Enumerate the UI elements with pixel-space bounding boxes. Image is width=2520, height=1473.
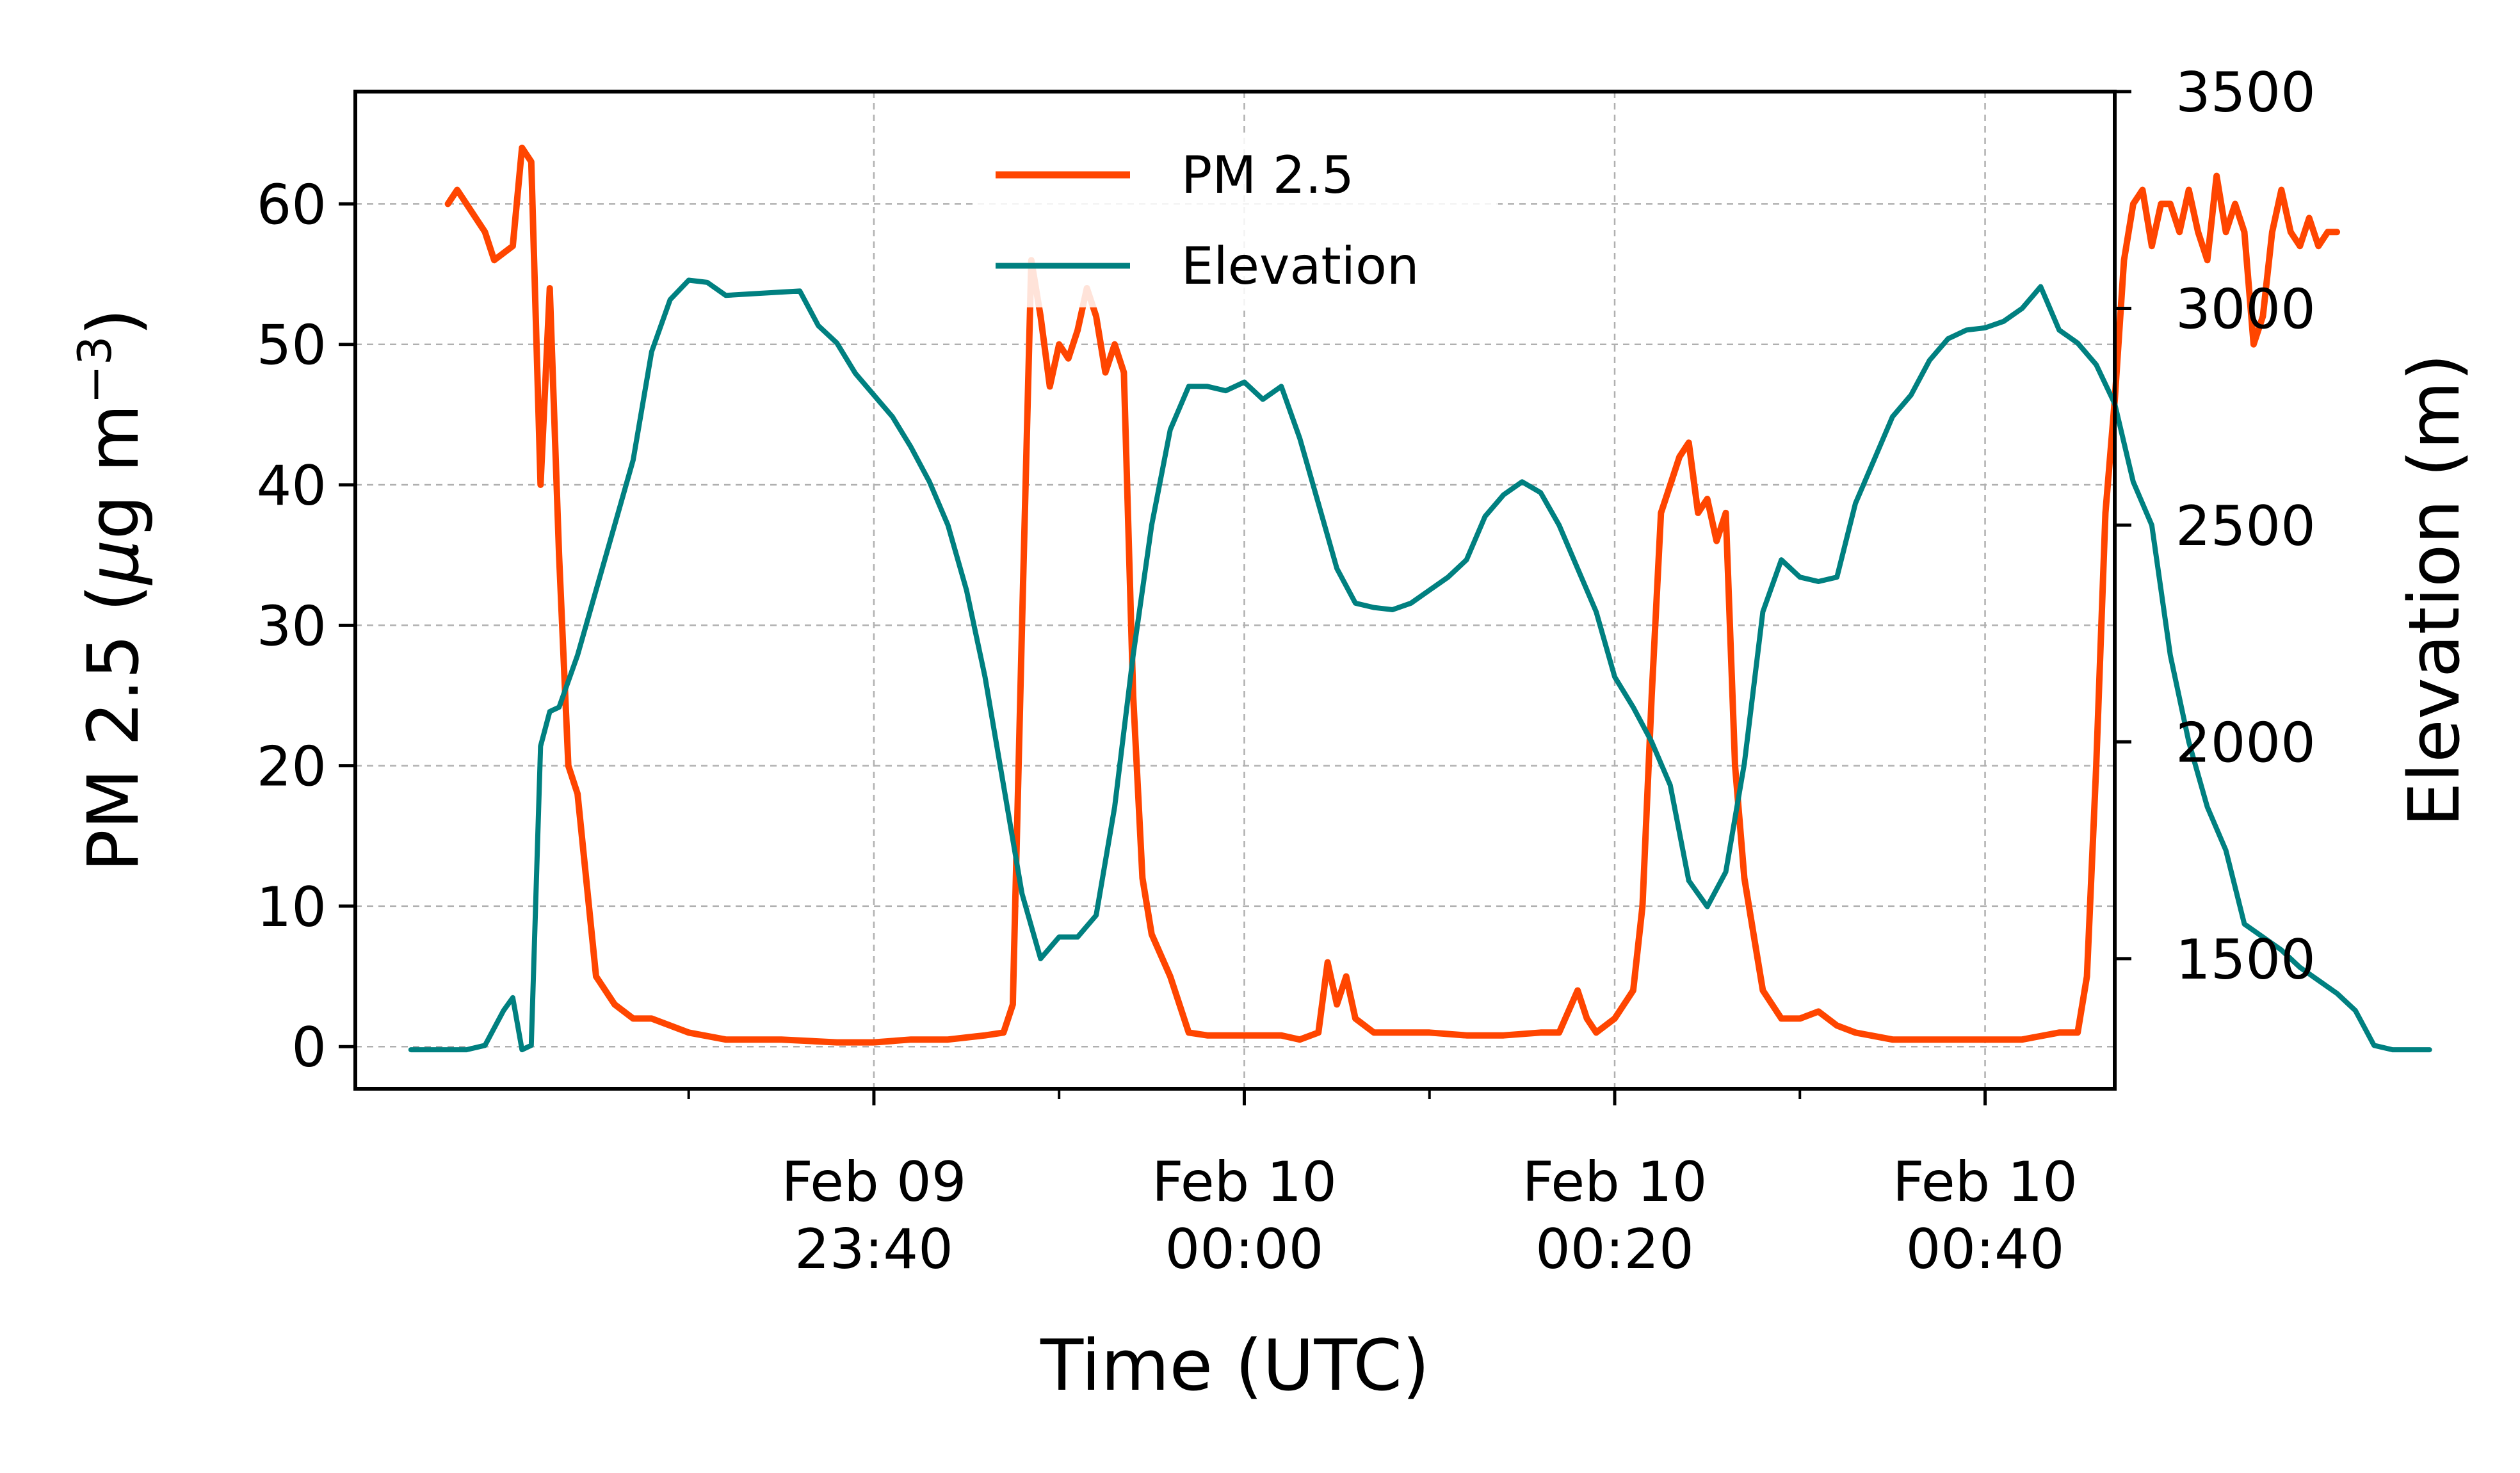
- plot-frame: [353, 90, 2117, 1091]
- x-tick-label-line1-0: Feb 09: [781, 1150, 966, 1214]
- y-left-tick-label-6: 60: [257, 173, 327, 237]
- y-axis-right-title: Elevation (m): [2393, 354, 2475, 827]
- x-tick-label-line2-2: 00:20: [1535, 1217, 1694, 1282]
- y-left-tick-label-2: 20: [257, 735, 327, 799]
- y-left-tick-label-3: 30: [257, 594, 327, 658]
- y-axis-left: 0 10 20 30 40 50 60: [257, 173, 355, 1080]
- x-tick-label-line1-1: Feb 10: [1152, 1150, 1337, 1214]
- legend-label-pm25: PM 2.5: [1181, 145, 1354, 205]
- y-right-tick-label-0: 1500: [2176, 928, 2316, 992]
- y-axis-left-title: PM 2.5 (μg m−3): [68, 308, 154, 872]
- legend: PM 2.5 Elevation: [973, 134, 1498, 307]
- y-left-tick-label-4: 40: [257, 454, 327, 518]
- x-tick-label-line2-3: 00:40: [1906, 1217, 2065, 1282]
- x-axis-title: Time (UTC): [1040, 1324, 1430, 1406]
- x-tick-label-line2-0: 23:40: [795, 1217, 953, 1282]
- y-right-tick-label-1: 2000: [2176, 711, 2316, 775]
- y-left-tick-label-1: 10: [257, 875, 327, 940]
- series-layer: [408, 144, 2432, 1053]
- legend-box: [973, 134, 1498, 307]
- series-line-pm-2-5: [444, 144, 2341, 1046]
- legend-label-elevation: Elevation: [1181, 236, 1419, 296]
- y-left-tick-label-5: 50: [257, 314, 327, 378]
- y-left-tick-label-0: 0: [291, 1016, 327, 1080]
- x-tick-label-line1-3: Feb 10: [1893, 1150, 2078, 1214]
- x-tick-label-line2-1: 00:00: [1165, 1217, 1324, 1282]
- grid: [355, 92, 2115, 1089]
- y-right-tick-label-2: 2500: [2176, 494, 2316, 558]
- y-right-tick-label-4: 3500: [2176, 61, 2316, 125]
- y-right-tick-label-3: 3000: [2176, 277, 2316, 341]
- x-tick-label-line1-2: Feb 10: [1522, 1150, 1707, 1214]
- y-axis-right: 1500 2000 2500 3000 3500: [2115, 61, 2316, 992]
- series-line-elevation: [408, 277, 2432, 1053]
